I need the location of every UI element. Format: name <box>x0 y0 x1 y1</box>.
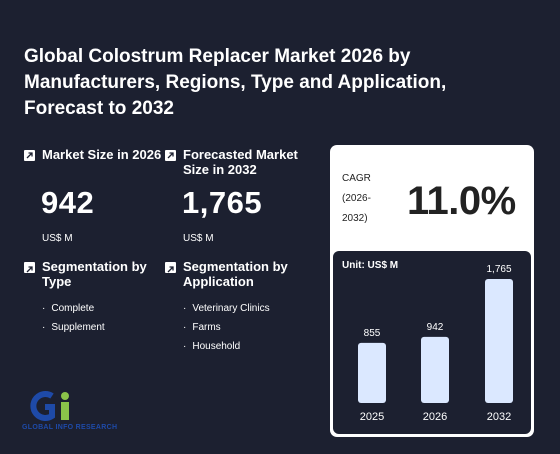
arrow-up-right-icon <box>24 262 35 273</box>
segmentation-application: Segmentation by Application Veterinary C… <box>165 259 315 369</box>
tick-label-2032: 2032 <box>487 411 511 423</box>
data-label-2032: 1,765 <box>486 264 511 275</box>
forecast-size-label: Forecasted Market Size in 2032 <box>183 147 298 177</box>
arrow-up-right-icon <box>165 262 176 273</box>
company-logo: GLOBAL INFO RESEARCH <box>22 390 142 434</box>
forecast-size-value: 1,765 <box>182 185 263 220</box>
market-size-unit: US$ M <box>42 233 73 244</box>
list-item: Complete <box>42 299 105 318</box>
tick-label-2026: 2026 <box>423 411 447 423</box>
segmentation-type-list: Complete Supplement <box>42 299 105 337</box>
tick-label-2025: 2025 <box>360 411 384 423</box>
list-item: Supplement <box>42 318 104 337</box>
page-title: Global Colostrum Replacer Market 2026 by… <box>24 46 447 119</box>
segmentation-type: Segmentation by Type Complete Supplement <box>24 259 164 349</box>
chart-canvas: 855 2025 942 2026 1,765 2032 <box>358 264 513 423</box>
bar-2026 <box>421 336 449 403</box>
list-item: Household <box>183 337 270 356</box>
cagr-value: 11.0% <box>407 179 516 223</box>
market-size-label: Market Size in 2026 <box>42 147 162 162</box>
arrow-up-right-icon <box>24 150 35 161</box>
logo-text: GLOBAL INFO RESEARCH <box>22 424 118 431</box>
logo-mark <box>30 391 69 421</box>
market-size-value: 942 <box>41 185 95 220</box>
cagr-label: CAGR (2026-2032) <box>342 173 371 224</box>
segmentation-application-list: Veterinary Clinics Farms Household <box>183 299 270 356</box>
bar-2025 <box>358 342 386 403</box>
segmentation-application-label: Segmentation by Application <box>183 259 288 289</box>
list-item: Farms <box>183 318 270 337</box>
forecast-size-stat: Forecasted Market Size in 2032 1,765 US$… <box>165 147 315 247</box>
market-size-stat: Market Size in 2026 942 US$ M <box>24 147 164 247</box>
cagr-panel: CAGR (2026-2032) 11.0% Unit: US$ M 855 20… <box>330 145 534 437</box>
segmentation-type-label: Segmentation by Type <box>42 259 147 289</box>
arrow-up-right-icon <box>165 150 176 161</box>
data-label-2025: 855 <box>364 328 381 339</box>
forecast-size-unit: US$ M <box>183 233 214 244</box>
data-label-2026: 942 <box>427 322 444 333</box>
bar-chart: Unit: US$ M 855 2025 942 2026 1,765 2032 <box>333 251 531 434</box>
bar-2032 <box>485 279 513 403</box>
chart-unit-label: Unit: US$ M <box>342 260 399 271</box>
list-item: Veterinary Clinics <box>183 299 269 318</box>
